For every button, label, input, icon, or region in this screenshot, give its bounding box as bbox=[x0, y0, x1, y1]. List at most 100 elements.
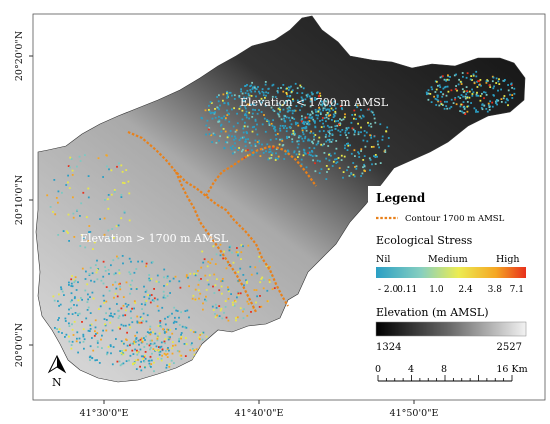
stress-point bbox=[510, 83, 512, 86]
stress-point bbox=[193, 349, 195, 352]
stress-point bbox=[473, 107, 476, 110]
stress-point bbox=[120, 217, 123, 220]
stress-point bbox=[250, 95, 253, 97]
stress-point bbox=[256, 141, 259, 143]
stress-point bbox=[302, 131, 304, 134]
stress-point bbox=[264, 83, 267, 86]
stress-point bbox=[429, 93, 432, 95]
stress-point bbox=[476, 86, 479, 88]
stress-point bbox=[472, 91, 475, 94]
stress-point bbox=[199, 334, 202, 336]
stress-point bbox=[94, 326, 97, 329]
stress-point bbox=[373, 117, 376, 120]
stress-point bbox=[469, 78, 472, 81]
stress-point bbox=[368, 157, 371, 160]
stress-point bbox=[248, 117, 250, 120]
stress-point bbox=[96, 359, 98, 361]
stress-point bbox=[370, 136, 373, 139]
stress-point bbox=[374, 121, 377, 124]
stress-point bbox=[152, 331, 154, 334]
stress-point bbox=[363, 165, 366, 167]
stress-point bbox=[283, 114, 286, 117]
stress-point bbox=[159, 350, 162, 353]
stress-point bbox=[137, 321, 140, 324]
stress-point bbox=[140, 360, 142, 363]
stress-point bbox=[260, 97, 263, 100]
stress-point bbox=[133, 362, 136, 364]
stress-point bbox=[253, 125, 255, 128]
stress-point bbox=[296, 87, 299, 90]
stress-point bbox=[185, 337, 187, 339]
stress-point bbox=[133, 342, 136, 345]
stress-point bbox=[331, 165, 334, 167]
stress-point bbox=[362, 139, 365, 142]
stress-point bbox=[255, 289, 258, 291]
stress-point bbox=[279, 138, 281, 141]
stress-point bbox=[171, 347, 173, 350]
stress-point bbox=[259, 295, 261, 297]
stress-point bbox=[274, 134, 277, 136]
stress-point bbox=[342, 118, 345, 121]
stress-point bbox=[295, 105, 298, 107]
stress-point bbox=[262, 99, 265, 102]
stress-point bbox=[323, 143, 325, 146]
stress-point bbox=[202, 331, 205, 334]
stress-point bbox=[115, 225, 118, 228]
stress-point bbox=[248, 103, 250, 106]
stress-point bbox=[303, 149, 306, 152]
stress-point bbox=[121, 255, 124, 257]
stress-point bbox=[291, 109, 294, 112]
stress-point bbox=[97, 157, 100, 160]
stress-point bbox=[185, 275, 188, 278]
stress-point bbox=[89, 266, 92, 269]
stress-point bbox=[94, 319, 97, 322]
stress-point bbox=[89, 355, 92, 358]
stress-point bbox=[188, 316, 190, 319]
stress-point bbox=[255, 95, 257, 98]
stress-point bbox=[273, 125, 276, 128]
stress-point bbox=[96, 340, 99, 342]
stress-point bbox=[506, 97, 508, 100]
stress-point bbox=[69, 156, 72, 159]
stress-point bbox=[240, 251, 243, 254]
stress-point bbox=[504, 79, 506, 81]
stress-point bbox=[108, 168, 110, 171]
stress-point bbox=[301, 122, 304, 124]
stress-point bbox=[71, 299, 73, 302]
stress-point bbox=[215, 253, 218, 256]
stress-point bbox=[145, 265, 147, 268]
stress-point bbox=[94, 330, 96, 333]
stress-point bbox=[284, 102, 286, 104]
stress-point bbox=[250, 273, 253, 276]
stress-point bbox=[371, 163, 373, 166]
stress-point bbox=[231, 251, 233, 254]
stress-point bbox=[481, 108, 484, 111]
stress-point bbox=[275, 148, 278, 150]
stress-point bbox=[500, 98, 503, 100]
stress-point bbox=[344, 113, 346, 116]
stress-point bbox=[443, 107, 446, 110]
stress-point bbox=[447, 90, 450, 93]
stress-point bbox=[113, 313, 116, 315]
stress-point bbox=[163, 294, 166, 297]
stress-point bbox=[462, 75, 464, 78]
stress-point bbox=[120, 353, 123, 356]
stress-point bbox=[67, 174, 69, 177]
stress-point bbox=[226, 136, 229, 139]
stress-point bbox=[64, 320, 67, 322]
stress-point bbox=[326, 171, 328, 173]
stress-point bbox=[498, 78, 500, 81]
stress-point bbox=[289, 119, 291, 122]
stress-point bbox=[303, 151, 306, 154]
stress-point bbox=[68, 187, 71, 189]
stress-point bbox=[144, 291, 147, 293]
label-low-elevation: Elevation < 1700 m AMSL bbox=[240, 96, 389, 109]
stress-point bbox=[153, 288, 155, 290]
stress-point bbox=[227, 103, 230, 106]
stress-point bbox=[301, 115, 303, 118]
stress-point bbox=[56, 328, 58, 330]
stress-point bbox=[89, 328, 92, 330]
stress-point bbox=[202, 308, 204, 311]
stress-point bbox=[166, 283, 169, 286]
stress-point bbox=[165, 350, 167, 352]
